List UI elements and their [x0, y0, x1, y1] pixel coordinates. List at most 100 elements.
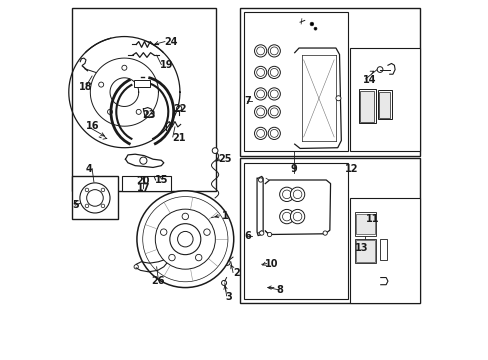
- Circle shape: [122, 65, 126, 70]
- Text: 18: 18: [79, 82, 92, 92]
- Circle shape: [267, 88, 280, 100]
- Text: 17: 17: [136, 183, 150, 193]
- Circle shape: [136, 109, 141, 114]
- Bar: [356, 240, 374, 262]
- Circle shape: [256, 47, 264, 55]
- Circle shape: [256, 90, 264, 98]
- Text: 7: 7: [244, 96, 251, 106]
- Circle shape: [145, 82, 150, 87]
- Circle shape: [85, 204, 89, 208]
- Text: 20: 20: [136, 176, 150, 186]
- Text: 8: 8: [276, 285, 283, 296]
- Circle shape: [85, 188, 89, 192]
- Bar: [134, 80, 150, 87]
- Text: 24: 24: [163, 37, 177, 47]
- Text: 26: 26: [151, 276, 165, 286]
- Text: 3: 3: [225, 292, 232, 302]
- Bar: [72, 8, 215, 192]
- Bar: [240, 8, 419, 156]
- Circle shape: [254, 45, 266, 57]
- Text: 15: 15: [154, 175, 168, 185]
- Circle shape: [140, 157, 147, 164]
- Circle shape: [176, 106, 182, 111]
- Circle shape: [290, 210, 304, 224]
- Circle shape: [221, 280, 226, 285]
- Circle shape: [160, 229, 166, 235]
- Circle shape: [279, 210, 293, 224]
- Circle shape: [212, 148, 218, 153]
- Text: 21: 21: [172, 133, 185, 143]
- Circle shape: [270, 68, 278, 76]
- Circle shape: [290, 187, 304, 202]
- Bar: [358, 89, 375, 123]
- Text: 4: 4: [86, 164, 93, 174]
- Text: 6: 6: [244, 231, 251, 240]
- Circle shape: [177, 231, 193, 247]
- Circle shape: [270, 130, 278, 137]
- Bar: [244, 12, 347, 151]
- Text: 22: 22: [173, 104, 186, 114]
- Bar: [379, 239, 386, 260]
- Circle shape: [182, 213, 188, 220]
- Text: 11: 11: [366, 215, 379, 224]
- Text: 12: 12: [345, 164, 358, 174]
- Bar: [377, 90, 391, 119]
- Bar: [359, 91, 373, 122]
- Bar: [240, 158, 419, 303]
- Bar: [349, 48, 419, 151]
- Circle shape: [168, 255, 175, 261]
- Text: 5: 5: [72, 200, 79, 210]
- Text: 9: 9: [290, 164, 297, 174]
- Circle shape: [293, 190, 301, 199]
- Circle shape: [137, 191, 233, 288]
- Circle shape: [169, 224, 201, 255]
- Circle shape: [279, 187, 293, 202]
- Circle shape: [267, 106, 280, 118]
- Circle shape: [86, 190, 103, 206]
- Circle shape: [267, 127, 280, 139]
- Circle shape: [256, 130, 264, 137]
- Circle shape: [256, 108, 264, 116]
- Bar: [379, 92, 389, 118]
- Text: 25: 25: [218, 154, 232, 164]
- Bar: [72, 176, 118, 220]
- Circle shape: [203, 229, 210, 235]
- Text: 23: 23: [142, 111, 156, 121]
- Bar: [356, 214, 374, 234]
- Bar: [349, 198, 419, 303]
- Circle shape: [134, 265, 138, 269]
- Circle shape: [254, 127, 266, 139]
- Circle shape: [80, 183, 110, 213]
- Text: 16: 16: [86, 121, 99, 131]
- Circle shape: [282, 212, 290, 221]
- Text: 14: 14: [362, 75, 376, 85]
- Circle shape: [313, 27, 316, 30]
- Circle shape: [258, 178, 262, 182]
- Circle shape: [259, 231, 264, 235]
- Text: 10: 10: [265, 259, 278, 269]
- Circle shape: [254, 106, 266, 118]
- Circle shape: [267, 45, 280, 57]
- Circle shape: [323, 231, 326, 235]
- Bar: [122, 176, 171, 192]
- Bar: [354, 239, 376, 263]
- Circle shape: [101, 188, 104, 192]
- Circle shape: [309, 22, 313, 26]
- Circle shape: [282, 190, 290, 199]
- Text: 2: 2: [233, 268, 239, 278]
- Circle shape: [270, 108, 278, 116]
- Circle shape: [267, 66, 280, 78]
- Circle shape: [107, 109, 112, 114]
- Circle shape: [101, 204, 104, 208]
- Circle shape: [155, 209, 215, 269]
- Circle shape: [270, 90, 278, 98]
- Circle shape: [270, 47, 278, 55]
- Circle shape: [267, 232, 271, 237]
- Circle shape: [376, 67, 382, 72]
- Circle shape: [254, 88, 266, 100]
- Circle shape: [224, 260, 230, 265]
- Text: 1: 1: [222, 211, 228, 221]
- Bar: [244, 163, 347, 299]
- Text: 13: 13: [355, 243, 368, 253]
- Text: 19: 19: [160, 60, 173, 70]
